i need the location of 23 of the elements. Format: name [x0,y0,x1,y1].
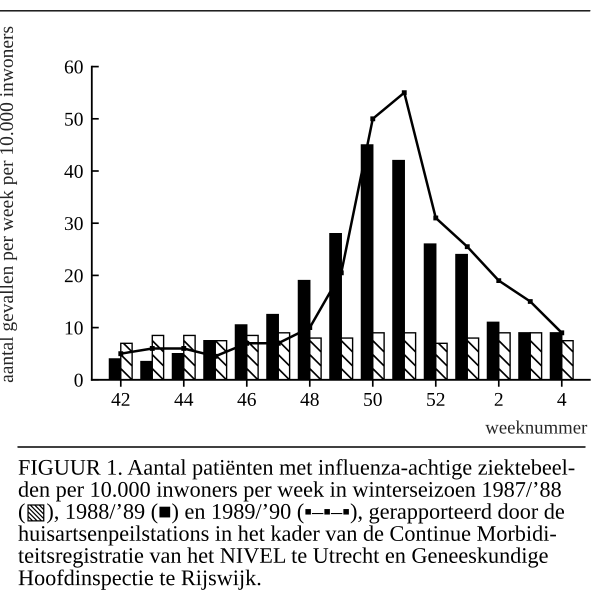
point [181,346,186,351]
y-tick-label: 40 [64,164,83,178]
y-tick-label: 60 [64,60,83,74]
x-tick-label: 52 [427,392,444,406]
point [528,299,533,304]
y-tick-label: 10 [66,321,83,335]
x-axis-title: weeknummer [485,420,588,434]
x-tick-label: 2 [494,392,503,406]
y-tick-label: 0 [74,374,83,387]
x-tick-label: 4 [557,392,566,406]
y-tick-label: 50 [65,112,83,126]
x-tick-label: 50 [364,392,382,406]
x-tick-label: 42 [111,392,130,406]
y-tick-label: 30 [64,217,83,230]
y-tick-label: 20 [64,269,83,282]
point [150,346,155,351]
x-tick-label: 44 [174,392,194,406]
text: FIGUUR 1. Aantal patiënten met influenza-achtige ziektebeel- den per 10.000 inwoners per week in winterseizoen 1987/’88 (▧), 1988/’89 (■) en 1989/’90 (▪–▪–▪), gerapporteerd door de huisartsenpeilstations in het kader van de Continue Morbidi- teitsregistratie van het NIVEL te Utrecht en Geneeskundige Hoofdinspectie te Rijswijk. [18,459,574,590]
x-tick-label: 46 [237,392,256,406]
x-tick-label: 48 [300,392,319,406]
point [433,216,438,220]
point [496,278,502,284]
point [559,330,564,336]
